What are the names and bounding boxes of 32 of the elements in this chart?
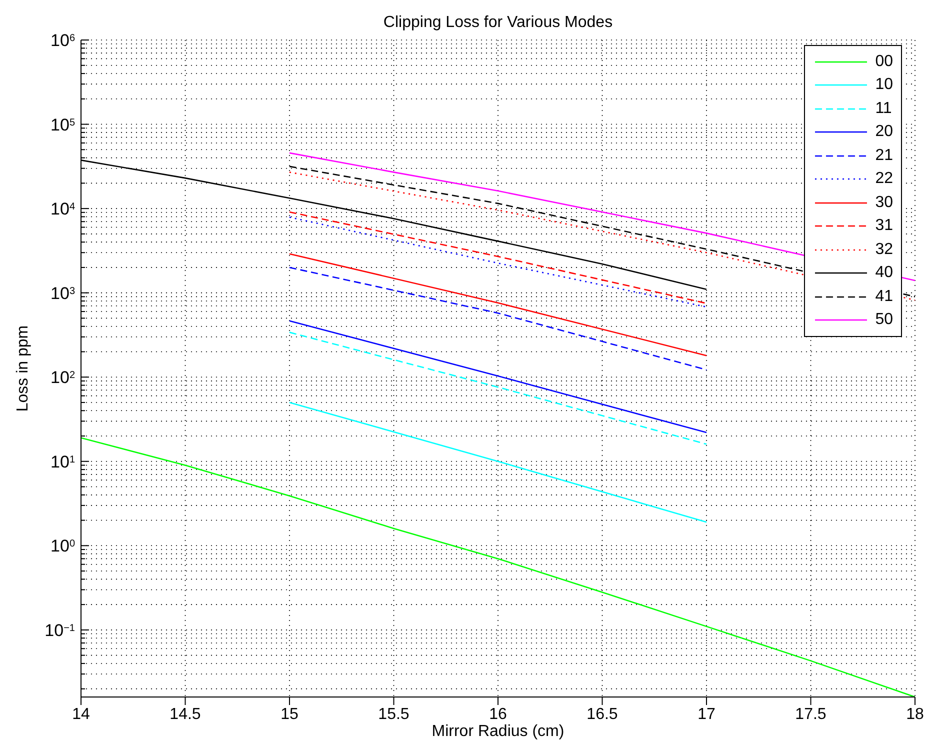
legend-label: 00	[875, 52, 893, 71]
x-tick-label: 14	[72, 706, 90, 723]
legend-label: 20	[875, 123, 893, 142]
legend-label: 30	[875, 194, 893, 212]
legend-label: 21	[875, 146, 893, 165]
legend-label: 10	[875, 76, 893, 94]
legend-label: 40	[875, 264, 893, 282]
y-tick-label: 10$^{1}$	[50, 452, 76, 472]
legend-label: 41	[875, 288, 893, 306]
y-tick-label: 10$^{2}$	[50, 368, 76, 388]
y-axis-title: Loss in ppm	[14, 325, 32, 412]
y-tick-label: 10$^{4}$	[50, 200, 76, 219]
x-tick-label: 17	[698, 706, 716, 723]
y-tick-label: 10$^{−1}$	[44, 620, 76, 640]
legend-label: 11	[875, 100, 892, 118]
legend-label: 31	[875, 217, 893, 236]
x-tick-label: 17.5	[795, 706, 826, 723]
x-tick-label: 15	[280, 706, 298, 723]
x-tick-label: 14.5	[170, 706, 201, 723]
x-tick-label: 18	[906, 706, 924, 723]
legend-label: 32	[875, 240, 893, 259]
chart-title: Clipping Loss for Various Modes	[382, 14, 614, 32]
y-tick-label: 10$^{3}$	[50, 284, 76, 303]
legend-label: 22	[875, 170, 893, 188]
x-tick-label: 16	[489, 706, 507, 723]
y-tick-label: 10$^{0}$	[50, 536, 76, 556]
y-tick-label: 10$^{6}$	[50, 31, 76, 50]
x-axis-title: Mirror Radius (cm)	[432, 723, 564, 740]
y-tick-label: 10$^{5}$	[50, 115, 76, 134]
x-tick-label: 16.5	[586, 706, 618, 723]
x-tick-label: 15.5	[378, 706, 410, 723]
legend-label: 50	[875, 311, 893, 330]
